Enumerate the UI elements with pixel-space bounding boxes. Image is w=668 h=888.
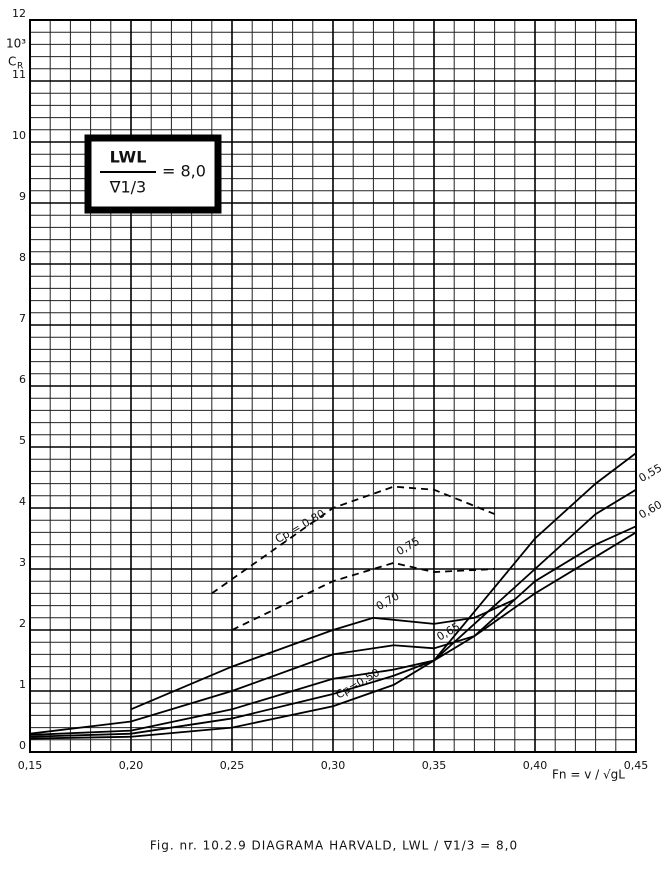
y-tick-label: 8 <box>19 251 26 264</box>
unit-label: 10³ <box>6 37 26 51</box>
series-line <box>29 488 637 738</box>
y-label: C <box>8 55 16 69</box>
x-tick-label: 0,40 <box>523 759 548 772</box>
y-tick-label: 0 <box>19 739 26 752</box>
y-tick-label: 6 <box>19 373 26 386</box>
x-tick-label: 0,20 <box>119 759 144 772</box>
series-line <box>130 598 516 711</box>
y-tick-label: 2 <box>19 617 26 630</box>
x-tick-label: 0,35 <box>422 759 447 772</box>
series-label: 0,55 <box>637 461 665 485</box>
box-bg <box>84 134 222 214</box>
y-tick-label: 11 <box>12 68 26 81</box>
y-tick-label: 7 <box>19 312 26 325</box>
series-line <box>211 485 495 595</box>
box-value: = 8,0 <box>162 162 206 181</box>
y-tick-label: 12 <box>12 7 26 20</box>
series-label: Cp = 0,80 <box>273 507 327 546</box>
series-label: 0,75 <box>394 535 422 559</box>
plot-frame <box>29 19 637 753</box>
y-tick-label: 9 <box>19 190 26 203</box>
y-tick-label: 4 <box>19 495 26 508</box>
y-tick-label: 1 <box>19 678 26 691</box>
box-numerator: LWL <box>110 148 147 167</box>
box-denominator: ∇1/3 <box>109 178 146 197</box>
x-tick-label: 0,25 <box>220 759 245 772</box>
x-label: Fn = v / √gL <box>552 768 625 782</box>
y-tick-label: 3 <box>19 556 26 569</box>
caption: Fig. nr. 10.2.9 DIAGRAMA HARVALD, LWL / … <box>150 839 518 853</box>
x-tick-label: 0,30 <box>321 759 346 772</box>
y-tick-label: 5 <box>19 434 26 447</box>
series-label: Cp=0,50 <box>334 666 382 701</box>
x-tick-label: 0,15 <box>18 759 43 772</box>
series-line <box>29 452 637 740</box>
x-tick-label: 0,45 <box>624 759 649 772</box>
y-label-sub: R <box>17 62 23 72</box>
series-label: 0,60 <box>637 498 665 522</box>
series-line <box>231 561 495 631</box>
series-line <box>29 531 637 735</box>
y-tick-label: 10 <box>12 129 26 142</box>
series-line <box>29 525 637 736</box>
